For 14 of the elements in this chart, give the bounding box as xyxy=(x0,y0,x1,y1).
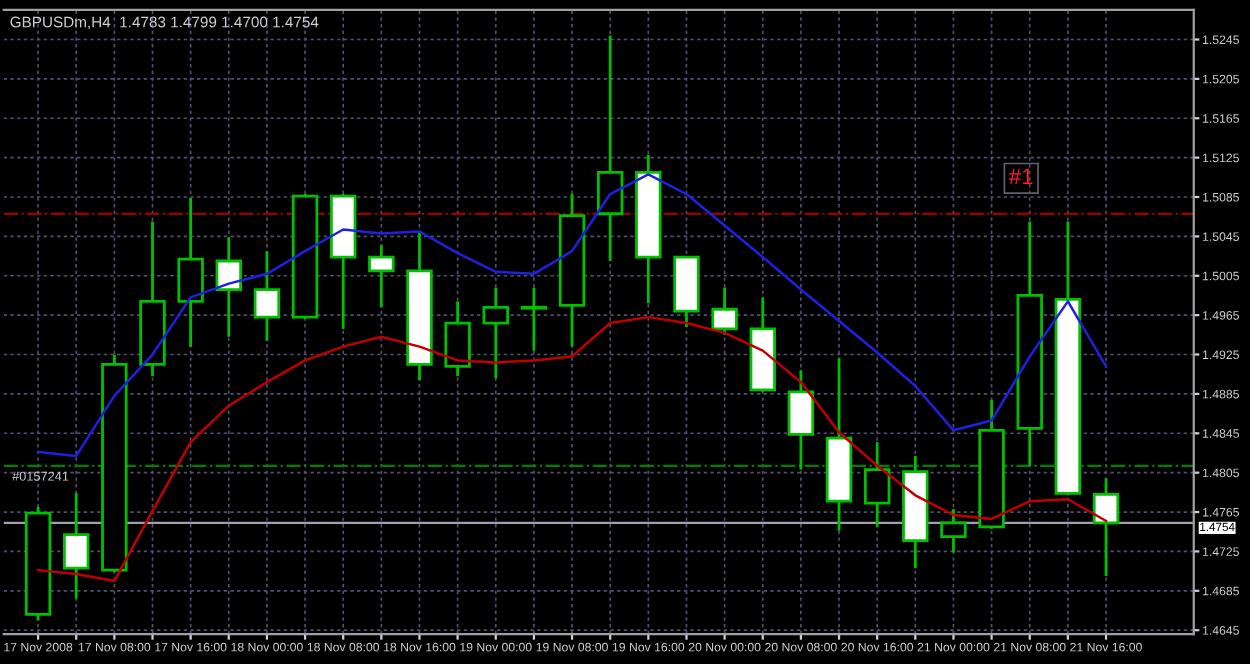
candlestick xyxy=(368,243,395,309)
annotation: #1 xyxy=(1008,168,1033,185)
candlestick xyxy=(444,299,471,378)
candlestick xyxy=(177,196,204,349)
candlestick xyxy=(940,507,967,554)
candlestick xyxy=(711,286,738,337)
candlestick xyxy=(787,368,815,472)
candlestick xyxy=(215,235,242,339)
candlestick xyxy=(63,491,90,601)
candlestick xyxy=(863,440,891,529)
candlestick xyxy=(1092,477,1120,578)
candlestick xyxy=(520,286,548,352)
candlestick xyxy=(253,249,281,343)
candlestick xyxy=(482,286,509,380)
